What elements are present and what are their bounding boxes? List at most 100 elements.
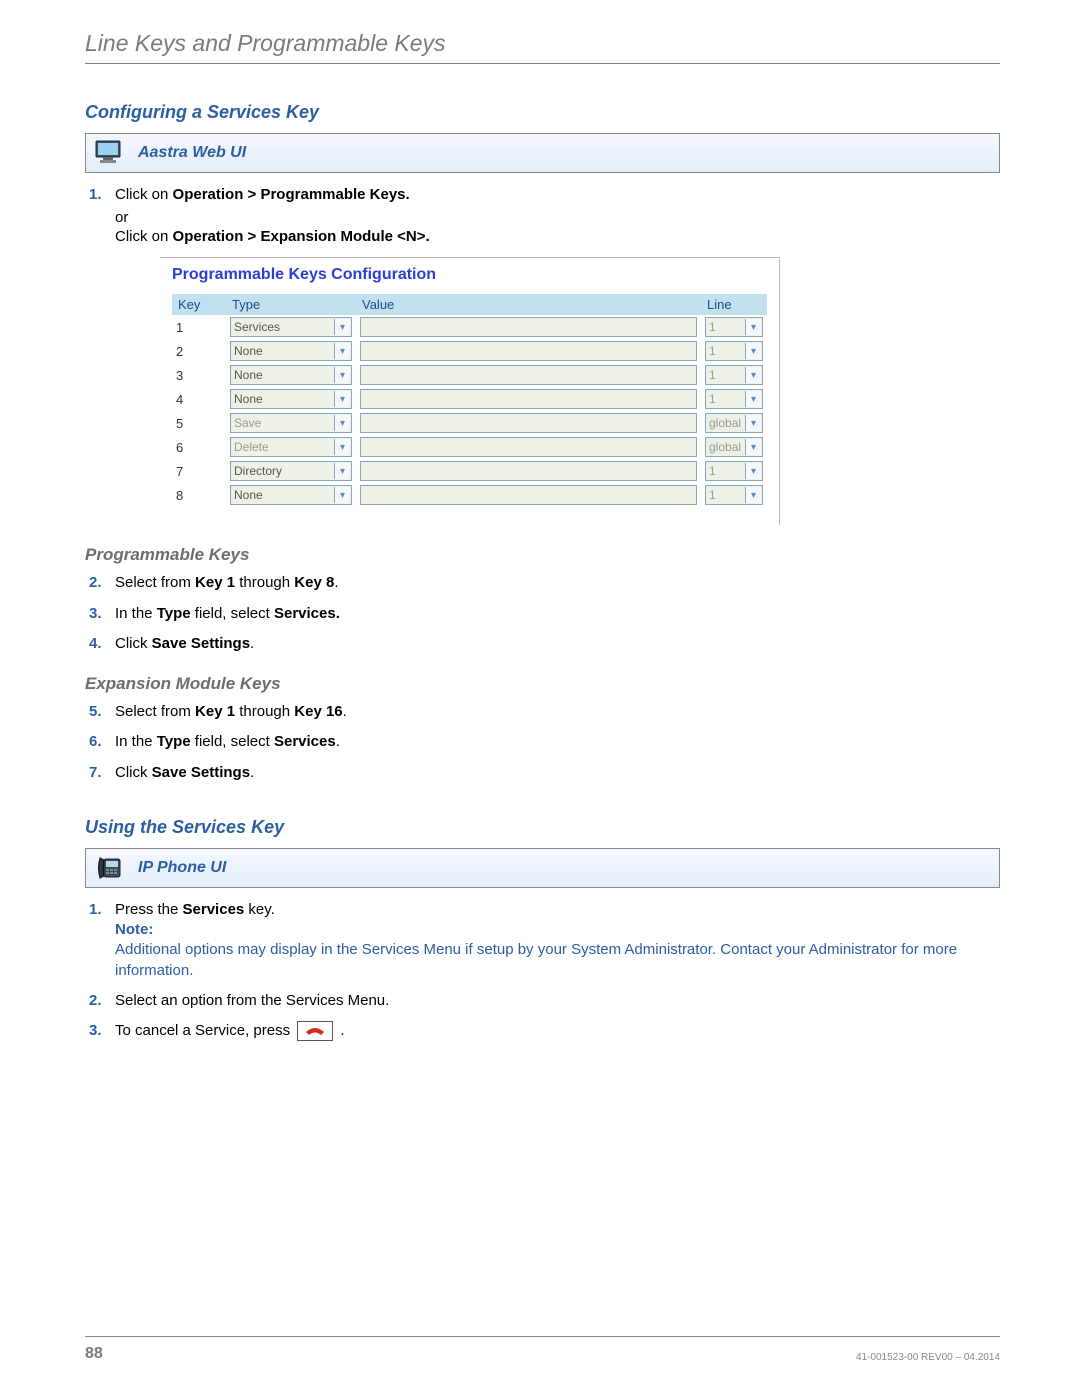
- step-2-b1: Key 1: [195, 574, 235, 591]
- phone-icon: [94, 854, 126, 882]
- chevron-down-icon: ▾: [745, 463, 761, 479]
- line-select[interactable]: 1▾: [705, 317, 763, 337]
- step-7-a: Click: [115, 764, 152, 781]
- hangup-icon: [297, 1021, 333, 1041]
- chevron-down-icon: ▾: [745, 391, 761, 407]
- cell-type: Directory▾: [226, 459, 356, 483]
- type-select[interactable]: None▾: [230, 389, 352, 409]
- expansion-keys-subhead: Expansion Module Keys: [85, 674, 1000, 694]
- step-4: 4. Click Save Settings.: [85, 634, 1000, 654]
- type-select[interactable]: Directory▾: [230, 461, 352, 481]
- step-1-num: 1.: [89, 185, 102, 205]
- step-5-b1: Key 1: [195, 703, 235, 720]
- use-2-num: 2.: [89, 991, 102, 1011]
- value-input[interactable]: [360, 437, 697, 457]
- th-value: Value: [356, 294, 701, 315]
- aastra-web-ui-bar: Aastra Web UI: [85, 133, 1000, 173]
- cell-key: 8: [172, 483, 226, 507]
- line-select[interactable]: 1▾: [705, 365, 763, 385]
- programmable-keys-subhead: Programmable Keys: [85, 545, 1000, 565]
- line-select[interactable]: 1▾: [705, 485, 763, 505]
- use-2-text: Select an option from the Services Menu.: [115, 992, 389, 1009]
- cell-line: 1▾: [701, 339, 767, 363]
- use-1-a: Press the: [115, 901, 183, 918]
- use-1-end: key.: [244, 901, 275, 918]
- step-3-b2: Services.: [274, 605, 340, 622]
- cell-key: 1: [172, 315, 226, 339]
- step-2-end: .: [334, 574, 338, 591]
- table-row: 7Directory▾1▾: [172, 459, 767, 483]
- step-3-num: 3.: [89, 604, 102, 624]
- cell-value: [356, 483, 701, 507]
- ip-phone-ui-bar: IP Phone UI: [85, 848, 1000, 888]
- chevron-down-icon: ▾: [334, 343, 350, 359]
- section-using: Using the Services Key: [85, 817, 1000, 838]
- step-3-a: In the: [115, 605, 157, 622]
- cell-key: 3: [172, 363, 226, 387]
- table-row: 5Save▾global▾: [172, 411, 767, 435]
- cell-type: None▾: [226, 363, 356, 387]
- table-row: 8None▾ 1▾: [172, 483, 767, 507]
- cell-line: 1▾: [701, 459, 767, 483]
- value-input[interactable]: [360, 317, 697, 337]
- step-5-b2: Key 16: [294, 703, 342, 720]
- chevron-down-icon: ▾: [334, 439, 350, 455]
- cell-key: 2: [172, 339, 226, 363]
- value-input[interactable]: [360, 365, 697, 385]
- use-step-1: 1. Press the Services key. Note: Additio…: [85, 900, 1000, 981]
- note-label: Note:: [115, 921, 153, 938]
- cell-line: 1▾: [701, 363, 767, 387]
- use-1-num: 1.: [89, 900, 102, 920]
- aastra-web-ui-label: Aastra Web UI: [138, 144, 246, 162]
- value-input[interactable]: [360, 413, 697, 433]
- config-table: Key Type Value Line 1Services▾1▾2None▾1▾…: [172, 294, 767, 507]
- step-3-b1: Type: [157, 605, 191, 622]
- chevron-down-icon: ▾: [334, 487, 350, 503]
- line-select[interactable]: global▾: [705, 413, 763, 433]
- step-6-end: .: [336, 733, 340, 750]
- value-input[interactable]: [360, 341, 697, 361]
- value-input[interactable]: [360, 461, 697, 481]
- step-4-b1: Save Settings: [152, 635, 250, 652]
- line-select[interactable]: 1▾: [705, 389, 763, 409]
- chevron-down-icon: ▾: [334, 391, 350, 407]
- type-select[interactable]: None▾: [230, 485, 352, 505]
- step-5-mid: through: [235, 703, 294, 720]
- line-select[interactable]: 1▾: [705, 341, 763, 361]
- value-input[interactable]: [360, 485, 697, 505]
- cell-type: None▾: [226, 339, 356, 363]
- cell-value: [356, 387, 701, 411]
- type-select[interactable]: Delete▾: [230, 437, 352, 457]
- use-3-a: To cancel a Service, press: [115, 1022, 294, 1039]
- step-1: 1. Click on Operation > Programmable Key…: [85, 185, 1000, 205]
- cell-type: Services▾: [226, 315, 356, 339]
- line-select[interactable]: 1▾: [705, 461, 763, 481]
- cell-value: [356, 411, 701, 435]
- type-select[interactable]: None▾: [230, 341, 352, 361]
- type-select[interactable]: Services▾: [230, 317, 352, 337]
- doc-revision: 41-001523-00 REV00 – 04.2014: [856, 1352, 1000, 1363]
- chevron-down-icon: ▾: [745, 415, 761, 431]
- type-select[interactable]: Save▾: [230, 413, 352, 433]
- step-3: 3. In the Type field, select Services.: [85, 604, 1000, 624]
- step-5-num: 5.: [89, 702, 102, 722]
- use-3-end: .: [340, 1022, 344, 1039]
- cell-value: [356, 339, 701, 363]
- monitor-icon: [94, 139, 126, 167]
- line-select[interactable]: global▾: [705, 437, 763, 457]
- use-step-3: 3. To cancel a Service, press .: [85, 1021, 1000, 1041]
- step-7-b1: Save Settings: [152, 764, 250, 781]
- ip-phone-ui-label: IP Phone UI: [138, 859, 226, 877]
- th-type: Type: [226, 294, 356, 315]
- cell-type: None▾: [226, 387, 356, 411]
- step-6-a: In the: [115, 733, 157, 750]
- step-1-bold: Operation > Programmable Keys.: [173, 186, 410, 203]
- type-select[interactable]: None▾: [230, 365, 352, 385]
- cell-line: 1▾: [701, 387, 767, 411]
- step-5: 5. Select from Key 1 through Key 16.: [85, 702, 1000, 722]
- step-6-mid: field, select: [191, 733, 274, 750]
- header-rule: [85, 63, 1000, 64]
- section-configuring: Configuring a Services Key: [85, 102, 1000, 123]
- programmable-keys-screenshot: Programmable Keys Configuration Key Type…: [160, 257, 780, 525]
- value-input[interactable]: [360, 389, 697, 409]
